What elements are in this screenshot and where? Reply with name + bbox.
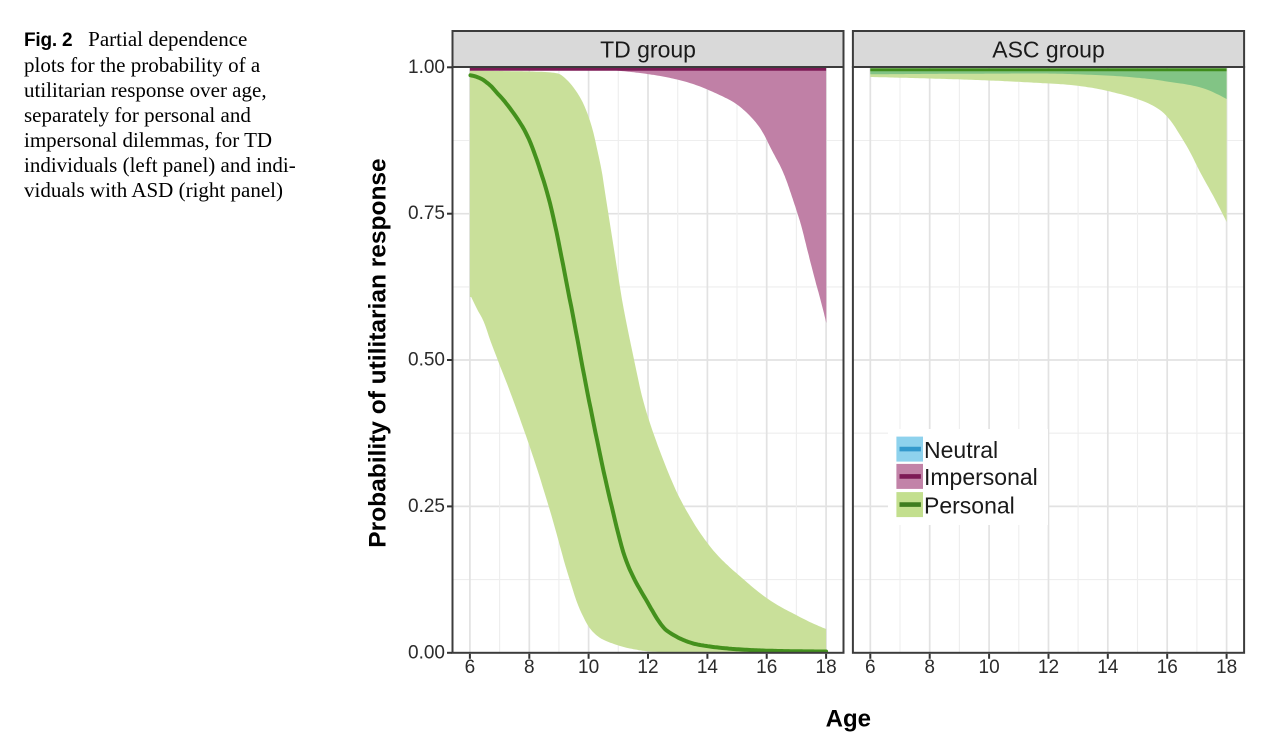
svg-text:14: 14 xyxy=(697,657,719,678)
svg-text:12: 12 xyxy=(637,657,658,678)
svg-text:0.50: 0.50 xyxy=(408,350,445,371)
svg-text:8: 8 xyxy=(924,657,935,678)
svg-text:TD group: TD group xyxy=(600,37,696,63)
svg-text:0.00: 0.00 xyxy=(408,642,445,663)
svg-text:Personal: Personal xyxy=(924,492,1015,518)
svg-text:16: 16 xyxy=(1157,657,1178,678)
svg-text:6: 6 xyxy=(465,657,476,678)
svg-text:Probability of utilitarian res: Probability of utilitarian response xyxy=(365,158,392,547)
svg-text:8: 8 xyxy=(524,657,535,678)
svg-text:6: 6 xyxy=(865,657,876,678)
svg-text:0.75: 0.75 xyxy=(408,203,445,224)
svg-text:16: 16 xyxy=(756,657,777,678)
svg-text:Impersonal: Impersonal xyxy=(924,464,1038,490)
svg-text:18: 18 xyxy=(816,657,837,678)
svg-text:14: 14 xyxy=(1097,657,1119,678)
svg-text:Neutral: Neutral xyxy=(924,437,998,463)
svg-text:10: 10 xyxy=(979,657,1000,678)
svg-text:18: 18 xyxy=(1216,657,1237,678)
svg-text:1.00: 1.00 xyxy=(408,57,445,78)
svg-text:0.25: 0.25 xyxy=(408,496,445,517)
svg-text:10: 10 xyxy=(578,657,599,678)
svg-text:ASC group: ASC group xyxy=(992,37,1105,63)
svg-text:Age: Age xyxy=(826,706,871,733)
svg-text:12: 12 xyxy=(1038,657,1059,678)
